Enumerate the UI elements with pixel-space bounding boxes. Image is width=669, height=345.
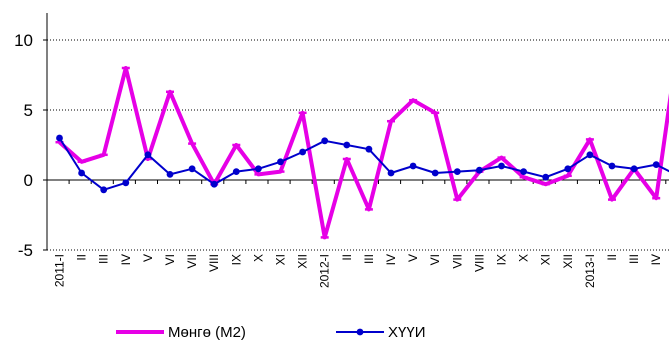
x-tick-label: XI <box>274 254 288 265</box>
legend-label: ХҮҮИ <box>388 324 425 341</box>
series-line-1 <box>58 137 669 191</box>
data-point-huui <box>608 162 616 170</box>
x-tick-label: XII <box>296 254 310 269</box>
data-point-huui <box>630 165 638 173</box>
chart-series <box>55 66 669 240</box>
data-point-huui <box>56 134 63 142</box>
data-point-huui <box>144 151 152 159</box>
x-tick-label: XI <box>539 254 553 265</box>
x-tick-label: IX <box>495 254 509 265</box>
data-point-huui <box>520 168 527 176</box>
data-point-huui <box>586 151 594 159</box>
x-tick-label: VI <box>428 254 442 265</box>
data-point-huui <box>431 169 439 177</box>
y-tick-label: -5 <box>18 241 33 260</box>
data-point-huui <box>365 145 373 153</box>
data-point-huui <box>564 165 572 173</box>
data-point-huui <box>78 169 85 177</box>
data-point-huui <box>542 173 550 181</box>
data-point-huui <box>255 165 262 173</box>
y-tick-label: 10 <box>14 31 33 50</box>
data-point-huui <box>343 141 351 149</box>
legend-label: Мөнгө (М2) <box>168 324 246 341</box>
x-tick-label: II <box>340 254 354 261</box>
x-tick-label: V <box>141 254 155 262</box>
x-tick-label: VII <box>185 254 199 269</box>
data-point-huui <box>188 165 196 173</box>
x-tick-label: VIII <box>472 254 486 272</box>
data-point-huui <box>299 148 306 156</box>
x-tick-label: III <box>97 254 111 264</box>
legend-swatch-marker <box>356 328 364 336</box>
x-tick-label: XII <box>561 254 575 269</box>
x-tick-label: 2013-I <box>583 254 597 288</box>
x-tick-label: IX <box>229 254 243 265</box>
data-point-huui <box>498 162 505 170</box>
data-point-huui <box>100 186 108 194</box>
x-tick-label: 2011-I <box>53 254 67 287</box>
data-point-huui <box>409 162 417 170</box>
data-point-huui <box>210 180 218 188</box>
chart-grid <box>47 39 669 251</box>
y-tick-label: 0 <box>24 171 33 190</box>
x-tick-label: VII <box>450 254 464 269</box>
x-tick-label: X <box>517 254 531 262</box>
data-point-huui <box>321 137 329 145</box>
x-tick-label: VIII <box>207 254 221 272</box>
data-point-huui <box>277 158 284 166</box>
chart-legend: Мөнгө (М2) ХҮҮИ <box>116 324 425 341</box>
series-line-0 <box>58 66 669 240</box>
y-tick-label: 5 <box>24 101 33 120</box>
data-point-huui <box>387 169 395 177</box>
x-tick-label: 2012-I <box>318 254 332 288</box>
data-point-huui <box>476 166 483 174</box>
x-tick-label: X <box>251 254 265 262</box>
x-tick-label: V <box>406 254 420 262</box>
data-point-huui <box>652 161 660 169</box>
x-tick-label: IV <box>384 254 398 265</box>
x-tick-label: IV <box>649 254 663 265</box>
x-tick-label: II <box>75 254 89 261</box>
x-tick-label: III <box>627 254 641 264</box>
x-tick-label: II <box>605 254 619 261</box>
data-point-huui <box>122 179 130 187</box>
x-tick-label: IV <box>119 254 133 265</box>
data-point-huui <box>232 168 240 176</box>
x-tick-label: VI <box>163 254 177 265</box>
data-point-huui <box>453 168 461 176</box>
data-point-huui <box>166 171 174 178</box>
x-tick-label: III <box>362 254 376 264</box>
